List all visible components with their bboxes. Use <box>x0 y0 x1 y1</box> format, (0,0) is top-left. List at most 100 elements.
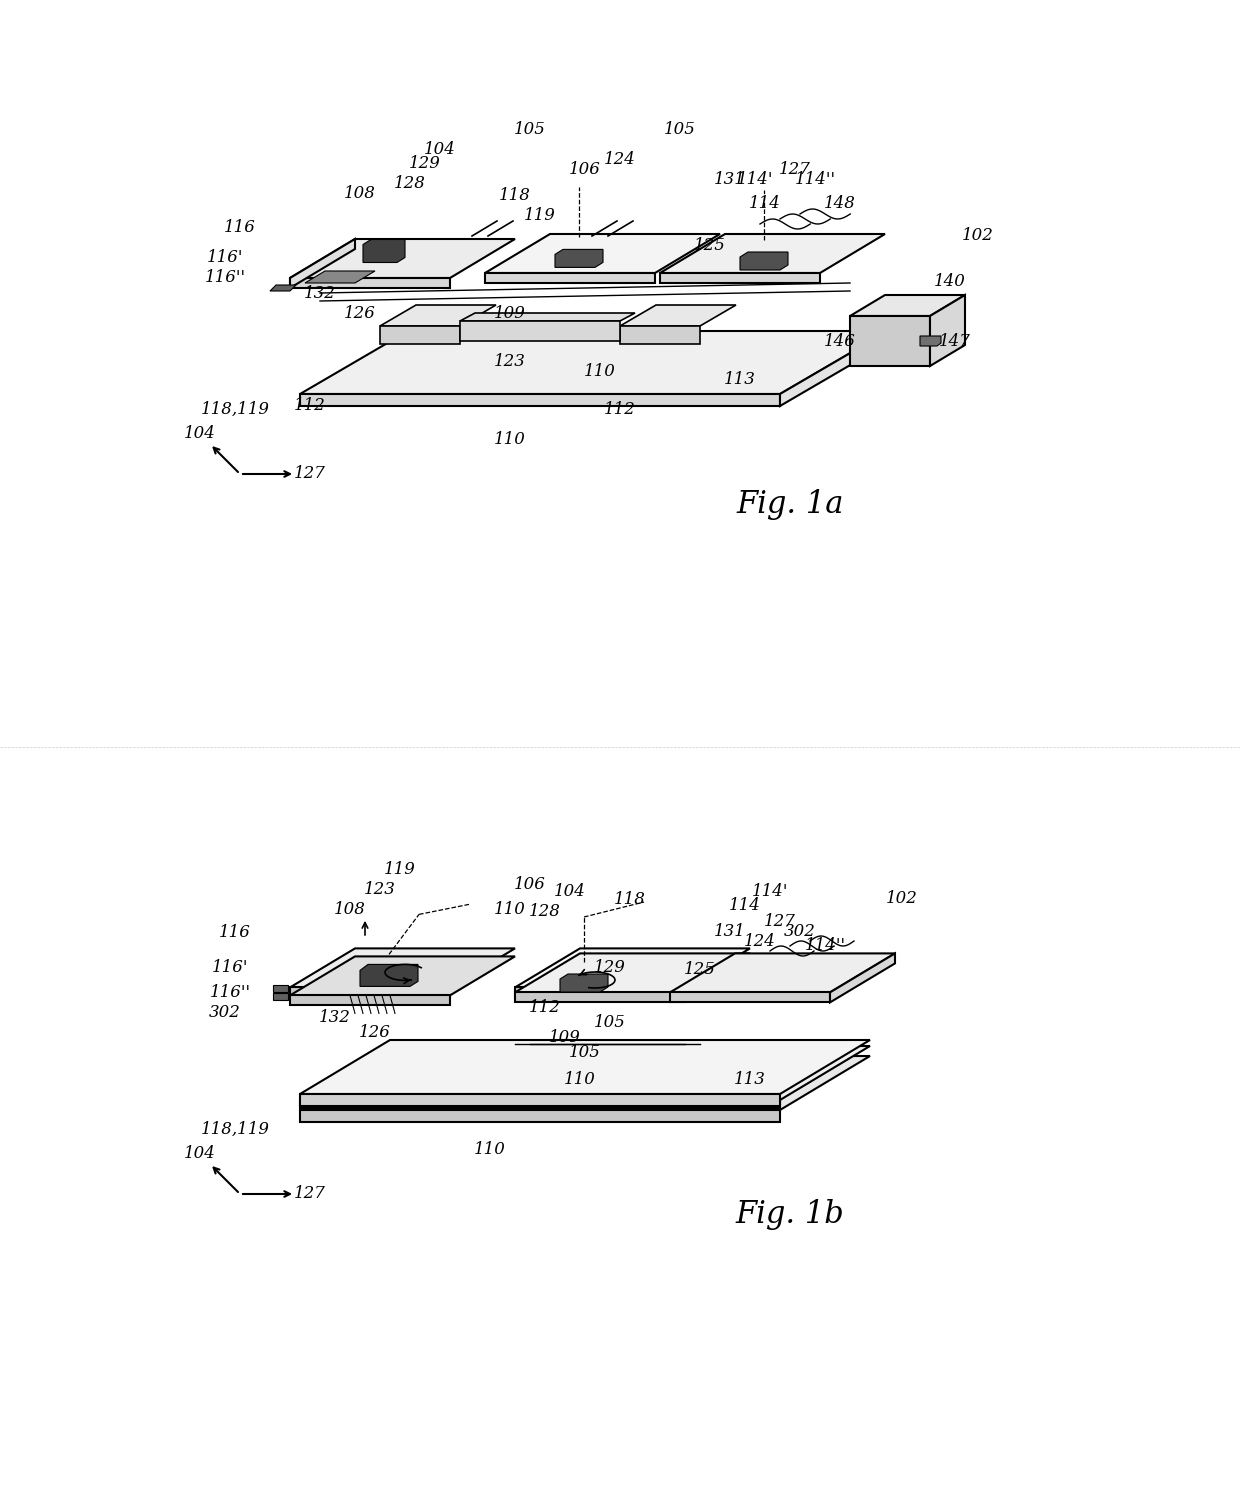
Text: 127: 127 <box>779 160 811 178</box>
Polygon shape <box>660 273 820 282</box>
Text: 104: 104 <box>554 883 587 901</box>
Polygon shape <box>830 953 895 1002</box>
Text: 129: 129 <box>409 155 441 172</box>
Text: 125: 125 <box>694 236 725 254</box>
Polygon shape <box>300 394 780 406</box>
Text: 148: 148 <box>825 196 856 212</box>
Polygon shape <box>460 314 635 321</box>
Text: 112: 112 <box>529 999 560 1016</box>
Polygon shape <box>270 285 296 291</box>
Text: 127: 127 <box>294 466 326 483</box>
Polygon shape <box>740 252 787 270</box>
Text: 131: 131 <box>714 922 746 940</box>
Polygon shape <box>515 992 684 1002</box>
Polygon shape <box>620 305 737 326</box>
Text: 118: 118 <box>614 892 646 908</box>
Polygon shape <box>849 294 965 317</box>
Polygon shape <box>515 949 750 988</box>
Text: 104: 104 <box>184 426 216 442</box>
Text: 114: 114 <box>749 196 781 212</box>
Text: 124: 124 <box>744 932 776 950</box>
Text: 127: 127 <box>294 1186 326 1203</box>
Text: 123: 123 <box>365 881 396 898</box>
Text: 302: 302 <box>210 1004 241 1020</box>
Polygon shape <box>290 988 450 998</box>
Text: 128: 128 <box>529 904 560 920</box>
Polygon shape <box>485 235 720 273</box>
Text: 113: 113 <box>724 371 756 387</box>
Text: Fig. 1a: Fig. 1a <box>737 489 843 520</box>
Polygon shape <box>300 1056 870 1110</box>
Text: 105: 105 <box>515 121 546 137</box>
Text: 146: 146 <box>825 333 856 350</box>
Text: 105: 105 <box>665 121 696 137</box>
Polygon shape <box>620 326 701 344</box>
Text: 110: 110 <box>584 363 616 379</box>
Polygon shape <box>290 239 515 278</box>
Polygon shape <box>300 1100 780 1109</box>
Text: 123: 123 <box>494 353 526 369</box>
Text: 126: 126 <box>360 1023 391 1041</box>
Text: 109: 109 <box>494 305 526 321</box>
Polygon shape <box>780 332 888 406</box>
Polygon shape <box>515 988 684 998</box>
Polygon shape <box>556 249 603 267</box>
Text: 114'': 114'' <box>805 938 846 955</box>
Polygon shape <box>300 1110 780 1122</box>
Text: 110: 110 <box>564 1071 596 1089</box>
Text: 118: 118 <box>498 187 531 203</box>
Text: 106: 106 <box>569 160 601 178</box>
Polygon shape <box>379 326 460 344</box>
Polygon shape <box>290 995 450 1005</box>
Text: 127: 127 <box>764 913 796 929</box>
Text: 110: 110 <box>494 901 526 919</box>
Polygon shape <box>670 992 830 1002</box>
Polygon shape <box>920 336 941 347</box>
Polygon shape <box>290 278 450 288</box>
Text: 114: 114 <box>729 898 761 914</box>
Polygon shape <box>300 1046 870 1100</box>
Text: 110: 110 <box>494 430 526 448</box>
Polygon shape <box>300 332 888 394</box>
Polygon shape <box>305 270 374 282</box>
Polygon shape <box>460 321 620 341</box>
Text: 125: 125 <box>684 961 715 979</box>
Text: 128: 128 <box>394 175 425 193</box>
Polygon shape <box>363 239 405 263</box>
Polygon shape <box>485 273 655 282</box>
Polygon shape <box>290 239 355 288</box>
Polygon shape <box>670 953 895 992</box>
Text: 105: 105 <box>569 1044 601 1061</box>
Text: 116'': 116'' <box>205 269 246 287</box>
Polygon shape <box>290 956 515 995</box>
Polygon shape <box>515 953 750 992</box>
Text: 116: 116 <box>219 923 250 941</box>
Text: 102: 102 <box>887 890 918 907</box>
Text: 119: 119 <box>525 206 556 224</box>
Text: 147: 147 <box>939 333 971 350</box>
Text: 116': 116' <box>212 959 248 976</box>
Text: 116': 116' <box>207 249 243 266</box>
Text: 108: 108 <box>334 901 366 919</box>
Text: 140: 140 <box>934 273 966 290</box>
Polygon shape <box>930 294 965 366</box>
Polygon shape <box>849 317 930 366</box>
Text: 302: 302 <box>784 922 816 940</box>
Text: 126: 126 <box>343 305 376 321</box>
Text: 106: 106 <box>515 877 546 893</box>
Text: 132: 132 <box>304 284 336 302</box>
Text: 109: 109 <box>549 1029 580 1046</box>
Text: 119: 119 <box>384 862 415 878</box>
Text: 110: 110 <box>474 1140 506 1158</box>
Polygon shape <box>379 305 496 326</box>
Text: 129: 129 <box>594 959 626 976</box>
Text: 113: 113 <box>734 1071 766 1088</box>
Text: 112: 112 <box>604 400 636 417</box>
Text: 104: 104 <box>424 140 456 157</box>
Text: 118,119: 118,119 <box>201 400 269 417</box>
Polygon shape <box>360 965 418 986</box>
Polygon shape <box>560 974 608 992</box>
Polygon shape <box>290 949 515 988</box>
Polygon shape <box>300 1040 870 1094</box>
Text: 131: 131 <box>714 170 746 188</box>
